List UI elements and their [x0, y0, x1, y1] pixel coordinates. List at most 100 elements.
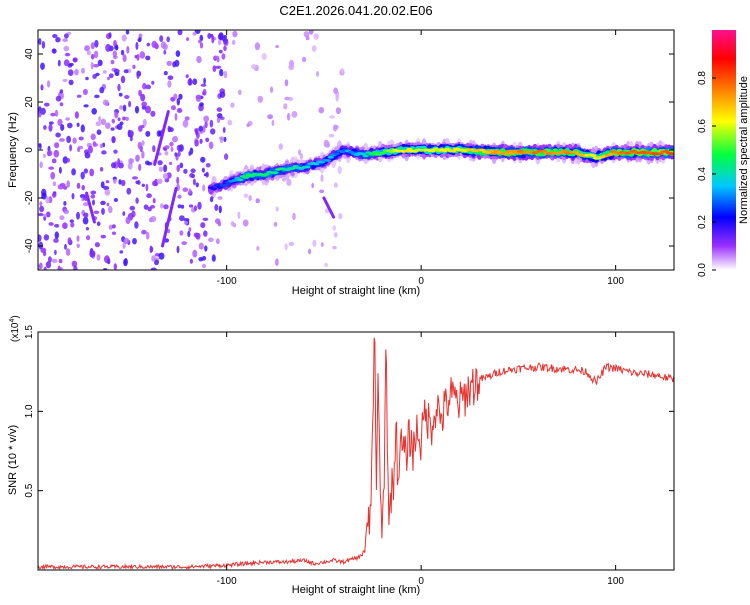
- spectrogram-speckle: [338, 213, 343, 220]
- spectrogram-ridge-cell: [210, 187, 218, 191]
- spectrogram-speckle: [82, 216, 89, 225]
- spectrogram-speckle: [136, 71, 140, 80]
- spectrogram-speckle: [100, 181, 105, 189]
- spectrogram-speckle: [64, 33, 69, 39]
- spectrogram-speckle: [122, 116, 126, 121]
- spectrogram-speckle: [90, 53, 95, 60]
- spectrogram-speckle: [261, 53, 267, 60]
- spectrogram-speckle: [54, 223, 60, 228]
- spectrogram-speckle: [340, 67, 344, 75]
- spectrogram-speckle: [114, 72, 120, 76]
- spectrogram-speckle: [308, 30, 314, 35]
- spectrogram-x-label: Height of straight line (km): [292, 285, 420, 297]
- spectrogram-speckle: [188, 227, 192, 232]
- snr-multiplier-base: (x10: [10, 322, 21, 342]
- spectrogram-speckle: [40, 84, 44, 91]
- spectrogram-speckle: [51, 258, 58, 263]
- spectrogram-speckle: [292, 212, 296, 221]
- spectrogram-speckle: [333, 124, 339, 130]
- spectrogram-speckle: [320, 242, 324, 247]
- spectrogram-speckle: [335, 107, 341, 115]
- spectrogram-speckle: [47, 256, 52, 263]
- spectrogram-speckle: [275, 44, 279, 49]
- snr-line: [38, 337, 674, 570]
- snr-x-tick-label: 100: [607, 576, 624, 587]
- spectrogram-speckle: [197, 201, 202, 210]
- spectrogram-speckle: [52, 181, 57, 187]
- spectrogram-speckle: [163, 71, 168, 76]
- spectrogram-ridge-cell: [312, 162, 320, 166]
- spectrogram-speckle: [76, 235, 80, 242]
- spectrogram-speckle: [167, 80, 172, 88]
- spectrogram-speckle: [185, 74, 189, 79]
- spectrogram-speckle: [67, 69, 74, 76]
- spectrogram-speckle: [138, 163, 142, 171]
- spectrogram-ridge-cell: [242, 176, 250, 179]
- spectrogram-speckle: [242, 219, 249, 227]
- spectrogram-speckle: [65, 248, 71, 256]
- snr-multiplier-close: ): [10, 315, 21, 318]
- spectrogram-speckle: [211, 254, 216, 262]
- spectrogram-y-label: Frequency (Hz): [7, 112, 19, 188]
- spectrogram-speckle: [192, 78, 198, 85]
- spectrogram-speckle: [195, 94, 202, 102]
- spectrogram-speckle: [179, 230, 184, 236]
- spectrogram-speckle: [86, 49, 91, 56]
- spectrogram-ridge-cell: [505, 150, 512, 153]
- spectrogram-speckle: [324, 262, 329, 268]
- spectrogram-speckle: [230, 221, 235, 227]
- spectrogram-speckle: [324, 142, 331, 148]
- spectrogram-speckle: [156, 178, 163, 185]
- spectrogram-speckle: [201, 263, 207, 269]
- colorbar-tick-label: 0.8: [697, 71, 708, 85]
- spectrogram-speckle: [111, 118, 116, 124]
- spectrogram-speckle: [59, 89, 64, 94]
- spectrogram-speckle: [151, 80, 155, 85]
- spectrogram-speckle: [169, 141, 174, 147]
- spectrogram-ridge-cell: [607, 152, 614, 156]
- spectrogram-speckle: [195, 232, 201, 240]
- spectrogram-speckle: [96, 221, 101, 227]
- spectrogram-speckle: [121, 34, 127, 42]
- spectrogram-speckle: [291, 111, 298, 118]
- spectrogram-speckle: [94, 39, 99, 48]
- spectrogram-speckle: [162, 173, 169, 180]
- spectrogram-speckle: [238, 89, 242, 96]
- spectrogram-speckle: [90, 194, 96, 199]
- spectrogram-speckle: [192, 249, 198, 258]
- spectrogram-speckle: [232, 30, 238, 38]
- spectrogram-speckle: [68, 62, 74, 67]
- spectrogram-speckle: [163, 164, 168, 173]
- spectrogram-ridge-cell: [327, 155, 334, 159]
- spectrogram-ridge-cell: [289, 167, 296, 170]
- spectrogram-speckle: [145, 183, 149, 192]
- spectrogram-speckle: [59, 183, 66, 187]
- spectrogram-speckle: [51, 192, 57, 198]
- spectrogram-speckle: [195, 128, 198, 136]
- snr-x-label: Height of straight line (km): [292, 584, 420, 596]
- spectrogram-speckle: [200, 222, 206, 229]
- spectrogram-speckle: [66, 180, 70, 188]
- spectrogram-ridge-cell: [272, 171, 279, 175]
- spectrogram-speckle: [283, 103, 288, 110]
- spectrogram-speckle: [111, 136, 116, 144]
- snr-y-label: SNR (10 * v/v): [7, 425, 19, 495]
- spectrogram-speckle: [333, 232, 338, 238]
- spectrogram-speckle: [48, 124, 53, 132]
- spectrogram-speckle: [164, 151, 169, 156]
- spectrogram-speckle: [126, 187, 132, 195]
- spectrogram-speckle: [54, 249, 57, 256]
- spectrogram-speckle: [99, 167, 104, 172]
- spectrogram-speckle: [318, 107, 325, 114]
- spectrogram-speckle: [67, 122, 73, 129]
- spectrogram-speckle: [39, 205, 45, 213]
- snr-x-ticks: -100 0 100: [217, 332, 624, 587]
- spectrogram-ridge-cell: [668, 152, 674, 156]
- spectrogram-speckle: [176, 98, 180, 106]
- spectrogram-speckle: [122, 54, 127, 62]
- svg-text:(x104): (x104): [9, 315, 21, 342]
- spectrogram-speckle: [122, 104, 127, 112]
- spectrogram-speckle: [182, 187, 189, 192]
- spectrogram-speckle: [335, 95, 339, 102]
- spectrogram-ridge-cell: [324, 159, 331, 162]
